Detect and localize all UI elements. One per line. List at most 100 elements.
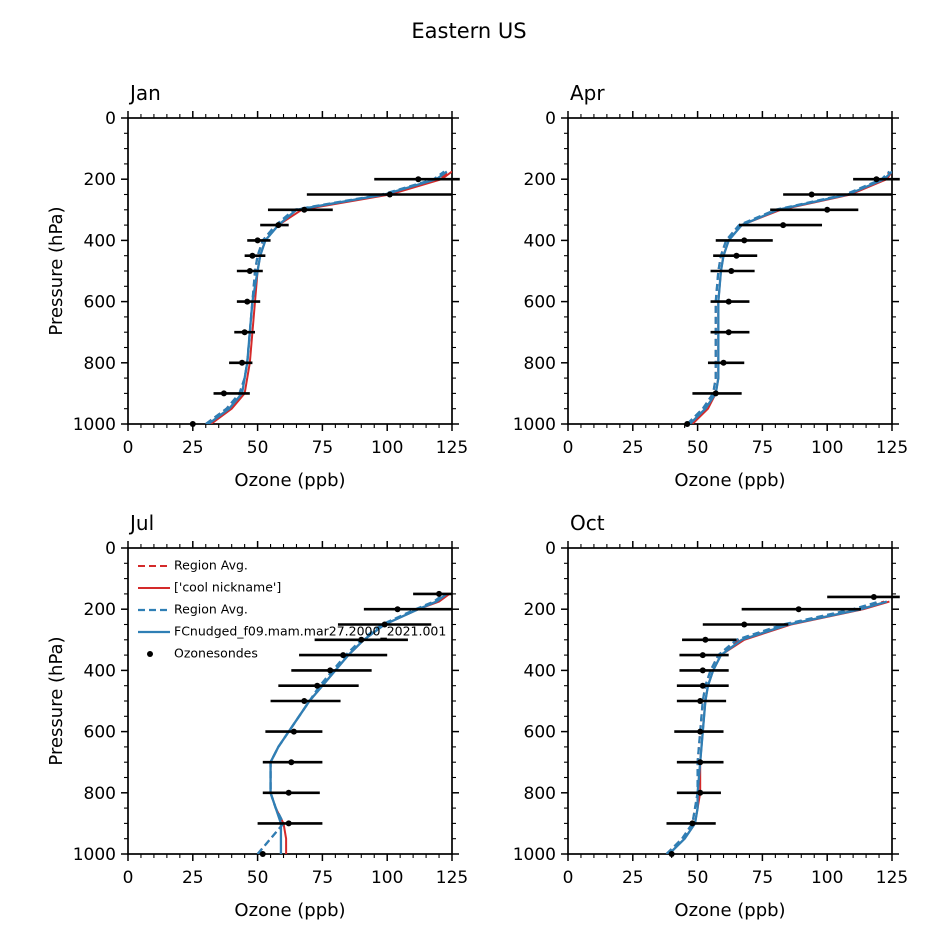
sonde-data-point [189,421,196,427]
sonde-data-point [684,421,691,427]
x-tick-label: 25 [622,438,644,458]
sonde-data-point [436,590,443,597]
legend-label-4: Ozonesondes [174,646,258,661]
x-tick-label: 0 [123,438,134,458]
sonde-data-point [275,222,282,229]
sonde-data-point [870,593,877,600]
sonde-data-point [241,329,248,336]
y-tick-label: 0 [545,539,556,559]
sonde-data-point [699,682,706,689]
x-tick-label: 75 [752,438,774,458]
x-tick-label: 0 [563,868,574,888]
x-tick-label: 50 [687,868,709,888]
sonde-data-point [358,636,365,643]
x-axis-label: Ozone (ppb) [674,900,785,921]
sonde-data-point [285,789,292,796]
y-tick-label: 200 [524,170,556,190]
sonde-data-point [697,759,704,766]
panel-title-oct: Oct [570,511,605,535]
sonde-data-point [244,298,251,305]
x-tick-label: 25 [622,868,644,888]
legend-label-2: Region Avg. [174,602,248,617]
x-tick-label: 50 [687,438,709,458]
legend-label-0: Region Avg. [174,558,248,573]
x-tick-label: 100 [371,868,403,888]
sonde-data-point [314,682,321,689]
sonde-data-point [808,191,815,198]
y-tick-label: 400 [84,231,116,251]
sonde-data-point [712,390,719,397]
x-tick-label: 100 [371,438,403,458]
sonde-data-point [239,359,246,366]
y-tick-label: 200 [84,170,116,190]
sonde-data-point [285,820,292,827]
sonde-data-point [697,728,704,735]
legend-marker-ozonesondes [147,651,153,657]
y-tick-label: 1000 [73,845,116,865]
panel-oct: 0 25 50 75 100 125 0 200 400 600 800 1000 Ozone (ppb… [513,511,939,921]
sonde-data-point [301,698,308,704]
x-axis-label: Ozone (ppb) [674,470,785,491]
panel-title-jan: Jan [128,81,161,105]
x-tick-label: 0 [563,438,574,458]
x-tick-label: 100 [811,868,843,888]
sonde-data-point [741,621,748,628]
y-axis-label: Pressure (hPa) [46,206,67,335]
series-line [665,600,880,854]
y-tick-label: 200 [84,600,116,620]
sonde-data-point [249,252,256,259]
sonde-data-point [780,222,787,229]
x-tick-label: 100 [811,438,843,458]
x-tick-label: 75 [752,868,774,888]
ozonesonde-observations [666,593,900,857]
sonde-data-point [340,652,347,659]
x-tick-label: 50 [247,868,269,888]
sonde-data-point [689,820,696,827]
y-tick-label: 800 [84,354,116,374]
sonde-data-point [728,268,735,274]
sonde-data-point [873,176,880,183]
y-tick-label: 600 [84,293,116,313]
ozonesonde-observations [684,176,900,427]
sonde-data-point [699,667,706,674]
sonde-data-point [725,298,732,305]
x-tick-label: 75 [312,868,334,888]
x-tick-label: 125 [876,868,908,888]
y-tick-label: 600 [524,723,556,743]
y-tick-label: 800 [524,784,556,804]
sonde-data-point [290,728,297,735]
sonde-data-point [697,789,704,796]
x-tick-label: 125 [436,868,468,888]
sonde-data-point [394,606,401,613]
sonde-data-point [381,621,388,628]
y-tick-label: 800 [524,354,556,374]
x-tick-label: 125 [436,438,468,458]
y-tick-label: 1000 [73,415,116,435]
sonde-data-point [720,359,727,366]
sonde-data-point [386,191,393,198]
sonde-data-point [259,851,266,857]
sonde-data-point [733,252,740,259]
x-tick-label: 25 [182,868,204,888]
sonde-data-point [301,206,308,213]
y-tick-label: 1000 [513,415,556,435]
x-tick-label: 125 [876,438,908,458]
y-tick-label: 0 [545,109,556,129]
panel-apr: 0 25 50 75 100 125 0 200 400 600 800 1000 Ozone (ppb… [513,81,939,491]
x-axis-label: Ozone (ppb) [234,470,345,491]
sonde-data-point [702,636,709,643]
legend-label-1: ['cool nickname'] [174,580,281,595]
panel-jan: 0 25 50 75 100 125 0 200 400 600 800 1000 Ozone (ppb… [46,81,468,491]
sonde-data-point [668,851,675,857]
y-tick-label: 200 [524,600,556,620]
y-axis-label: Pressure (hPa) [46,636,67,765]
legend-label-3: FCnudged_f09.mam.mar27.2000_2021.001 [174,624,446,639]
y-tick-label: 600 [524,293,556,313]
sonde-data-point [697,698,704,704]
panel-title-jul: Jul [128,511,154,535]
x-tick-label: 50 [247,438,269,458]
